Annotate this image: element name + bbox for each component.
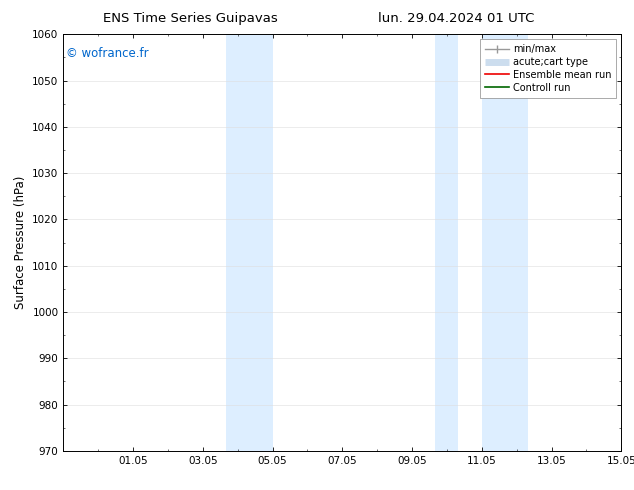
Text: ENS Time Series Guipavas: ENS Time Series Guipavas xyxy=(103,12,278,25)
Y-axis label: Surface Pressure (hPa): Surface Pressure (hPa) xyxy=(14,176,27,309)
Legend: min/max, acute;cart type, Ensemble mean run, Controll run: min/max, acute;cart type, Ensemble mean … xyxy=(480,39,616,98)
Text: © wofrance.fr: © wofrance.fr xyxy=(66,47,149,60)
Bar xyxy=(249,34,273,451)
Bar xyxy=(436,34,458,451)
Bar xyxy=(482,34,528,451)
Text: lun. 29.04.2024 01 UTC: lun. 29.04.2024 01 UTC xyxy=(378,12,534,25)
Bar xyxy=(226,34,249,451)
